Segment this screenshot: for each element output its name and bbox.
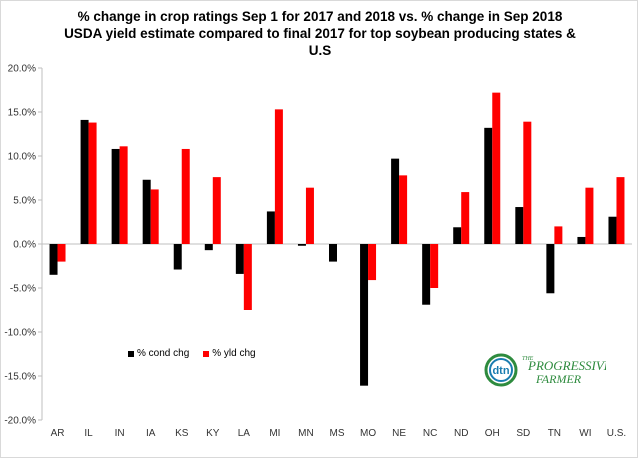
chart-title-line-3: U.S [308, 43, 332, 58]
bar-cond-ks [173, 244, 182, 270]
bar-cond-mo [360, 244, 369, 386]
x-tick-label: LA [238, 428, 251, 439]
legend-label-yld: % yld chg [212, 348, 256, 359]
legend-swatch-cond [128, 350, 134, 357]
x-tick-label: MS [330, 428, 345, 439]
bar-cond-mi [266, 211, 275, 244]
bar-cond-ms [329, 244, 337, 262]
y-tick-label: -20.0% [4, 416, 36, 427]
bar-cond-mn [297, 244, 306, 246]
legend-item-yld: % yld chg [203, 348, 256, 359]
bar-cond-la [235, 244, 244, 274]
bar-cond-ar [49, 244, 58, 275]
y-tick-label: -5.0% [10, 284, 36, 295]
x-tick-label: TN [548, 428, 561, 439]
bar-yld-il [88, 122, 97, 244]
bar-yld-ks [181, 148, 190, 244]
bar-cond-il [80, 119, 89, 244]
x-tick-label: WI [579, 428, 591, 439]
legend-swatch-yld [203, 350, 210, 357]
bar-cond-ia [142, 179, 151, 244]
bar-cond-ne [391, 158, 400, 244]
bar-yld-wi [585, 187, 594, 244]
x-tick-label: NC [423, 428, 437, 439]
chart-title: % change in crop ratings Sep 1 for 2017 … [0, 8, 640, 59]
x-tick-label: KS [175, 428, 189, 439]
x-tick-label: SD [516, 428, 530, 439]
bar-cond-oh [484, 127, 493, 244]
x-tick-label: MI [269, 428, 280, 439]
bar-yld-ia [150, 189, 159, 244]
logo-brand: dtn [492, 365, 509, 377]
bar-yld-tn [554, 226, 563, 244]
bar-yld-nd [461, 192, 470, 244]
y-tick-label: 20.0% [8, 64, 36, 75]
bar-yld-nc [430, 244, 439, 288]
bar-yld-in [119, 146, 128, 244]
bar-cond-us [608, 216, 617, 244]
x-tick-label: KY [206, 428, 220, 439]
legend-item-cond: % cond chg [128, 348, 189, 359]
logo-line1: THE [522, 356, 534, 362]
legend-label-cond: % cond chg [137, 348, 190, 359]
bar-cond-nc [422, 244, 431, 305]
bar-cond-sd [515, 207, 524, 244]
bar-yld-la [243, 244, 252, 310]
y-tick-label: 10.0% [8, 152, 36, 163]
bar-yld-ar [57, 244, 66, 262]
logo-line3: FARMER [535, 372, 582, 386]
y-tick-label: 0.0% [13, 240, 36, 251]
bar-cond-wi [577, 236, 586, 244]
bar-cond-tn [546, 244, 555, 294]
x-tick-label: ND [454, 428, 468, 439]
x-tick-label: MN [298, 428, 314, 439]
bar-yld-sd [523, 121, 532, 244]
x-tick-label: MO [360, 428, 376, 439]
x-tick-label: AR [51, 428, 65, 439]
chart-title-line-1: % change in crop ratings Sep 1 for 2017 … [77, 9, 563, 24]
y-tick-label: -10.0% [4, 328, 36, 339]
bar-yld-ne [399, 175, 408, 244]
bar-yld-ky [212, 177, 221, 244]
bar-cond-ky [204, 244, 213, 251]
chart-title-line-2: USDA yield estimate compared to final 20… [64, 26, 576, 41]
x-tick-label: IN [115, 428, 125, 439]
x-tick-label: OH [485, 428, 500, 439]
logo-line2: PROGRESSIVE [527, 358, 606, 373]
x-tick-label: U.S. [607, 428, 626, 439]
bar-yld-mi [274, 109, 283, 244]
x-tick-label: IA [146, 428, 156, 439]
bar-yld-oh [492, 92, 501, 244]
legend: % cond chg % yld chg [128, 348, 256, 359]
bar-yld-mo [368, 244, 377, 281]
x-tick-label: NE [392, 428, 406, 439]
bar-yld-mn [305, 187, 314, 244]
bar-yld-us [616, 177, 625, 244]
dtn-progressive-farmer-logo: dtn THE PROGRESSIVE FARMER [484, 353, 606, 387]
bar-cond-nd [453, 227, 462, 244]
y-tick-label: -15.0% [4, 372, 36, 383]
y-tick-label: 5.0% [13, 196, 36, 207]
bar-cond-in [111, 148, 120, 244]
x-tick-label: IL [84, 428, 93, 439]
y-tick-label: 15.0% [8, 108, 36, 119]
